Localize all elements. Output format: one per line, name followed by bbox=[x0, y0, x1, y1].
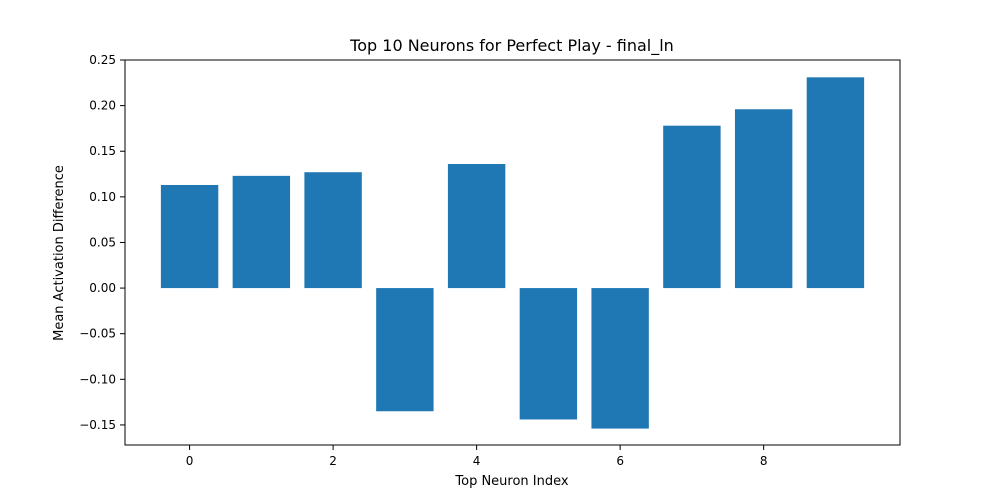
x-axis-label: Top Neuron Index bbox=[454, 474, 569, 489]
x-tick-label: 2 bbox=[329, 454, 337, 468]
y-tick-label: −0.10 bbox=[79, 372, 116, 386]
y-tick-label: 0.00 bbox=[89, 281, 116, 295]
x-axis: 0 2 4 6 8 bbox=[186, 445, 768, 468]
x-tick-label: 0 bbox=[186, 454, 194, 468]
y-tick-label: 0.20 bbox=[89, 99, 116, 113]
bar-0 bbox=[160, 184, 219, 289]
y-tick-label: 0.25 bbox=[89, 53, 116, 67]
y-axis: −0.15 −0.10 −0.05 0.00 0.05 0.10 0.15 0.20 0.25 bbox=[79, 53, 125, 432]
bars-group bbox=[160, 77, 865, 429]
x-tick-label: 6 bbox=[616, 454, 624, 468]
bar-9 bbox=[806, 77, 865, 289]
bar-3 bbox=[376, 288, 434, 412]
y-tick-label: 0.10 bbox=[89, 190, 116, 204]
y-tick-label: 0.15 bbox=[89, 144, 116, 158]
y-tick-label: −0.15 bbox=[79, 418, 116, 432]
bar-6 bbox=[591, 288, 649, 429]
bar-2 bbox=[304, 172, 362, 289]
bar-1 bbox=[232, 175, 291, 289]
bar-4 bbox=[447, 164, 506, 289]
bar-8 bbox=[734, 109, 793, 289]
bar-7 bbox=[663, 125, 721, 289]
plot-frame bbox=[124, 59, 901, 446]
y-tick-label: 0.05 bbox=[89, 235, 116, 249]
x-tick-label: 4 bbox=[473, 454, 481, 468]
bar-5 bbox=[519, 288, 578, 420]
x-tick-label: 8 bbox=[760, 454, 768, 468]
y-axis-label: Mean Activation Difference bbox=[52, 165, 67, 341]
chart-title: Top 10 Neurons for Perfect Play - final_… bbox=[349, 36, 674, 56]
y-tick-label: −0.05 bbox=[79, 327, 116, 341]
